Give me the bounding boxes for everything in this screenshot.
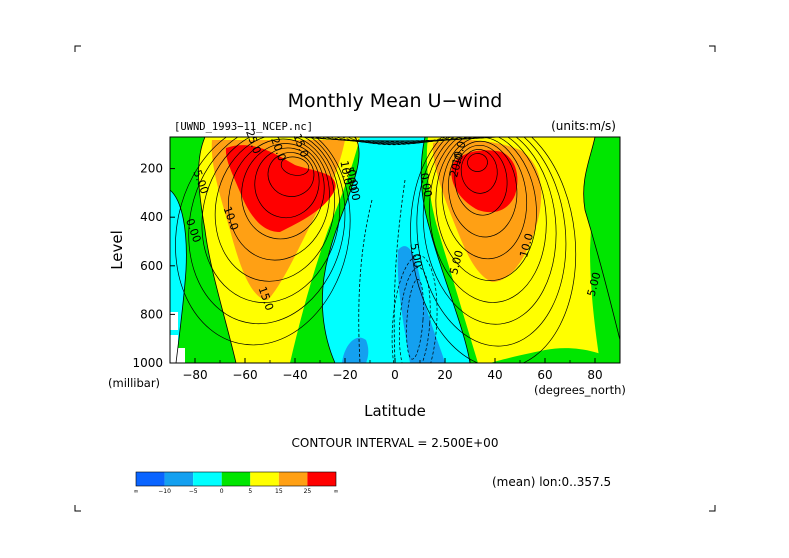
contour-label: 5.00 — [585, 271, 604, 298]
region-label: (mean) lon:0..357.5 — [492, 475, 611, 489]
x-axis-label: Latitude — [364, 402, 426, 420]
y-axis-label: Level — [108, 230, 126, 270]
stratosphere-contour-line — [335, 137, 465, 144]
nh-jet-contour-line — [435, 137, 537, 281]
contour-label: 5.00 — [447, 249, 466, 276]
nh-jet-contour-line — [410, 137, 577, 363]
nh-jet-contour-line — [429, 137, 547, 303]
units-label: (units:m/s) — [551, 119, 616, 133]
colorbar-swatch — [250, 472, 279, 486]
sh-jet-contour-line — [188, 137, 346, 325]
sh-jet-contour-line — [175, 137, 351, 346]
y-tick-label: 1000 — [132, 356, 163, 370]
zero-line-sh — [321, 137, 360, 363]
sh-jet-contour-line — [280, 156, 310, 176]
colorbar-label: 5 — [248, 488, 252, 495]
x-tick-label: −60 — [232, 368, 257, 382]
sh-jet-contour-line — [228, 138, 330, 261]
colorbar-label: ∞ — [334, 488, 339, 495]
sh-jet-contour-line — [267, 152, 315, 197]
stratosphere-contour-line — [329, 137, 471, 144]
contour-lines — [170, 137, 620, 363]
nh-jet-contour-line — [454, 144, 508, 216]
y-unit-label: (millibar) — [108, 376, 160, 390]
x-tick-label: 60 — [537, 368, 552, 382]
contour-fill-np-green — [590, 137, 620, 363]
x-unit-label: (degrees_north) — [534, 383, 626, 397]
x-tick-label: −40 — [282, 368, 307, 382]
stratosphere-contour-line — [323, 137, 477, 143]
y-tick-label: 400 — [140, 210, 163, 224]
colorbar-swatch — [307, 472, 336, 486]
colorbar-label: 25 — [304, 488, 312, 495]
contour-fill-missing-data — [170, 312, 185, 363]
stratosphere-contour-line — [353, 137, 447, 146]
colorbar-swatch — [164, 472, 194, 486]
filled-contours — [170, 137, 620, 363]
dashed-easterly-2 — [393, 179, 406, 363]
contour-label: 5.00 — [342, 166, 359, 192]
colorbar-label: ∞ — [134, 488, 139, 495]
nh-five-line — [583, 137, 620, 341]
zero-line-nh — [420, 137, 471, 363]
nh-jet-contour-line — [467, 153, 488, 172]
colorbar-swatch — [193, 472, 222, 486]
dataset-label: [UWND_1993−11_NCEP.nc] — [174, 121, 313, 133]
sh-jet-contour-line — [201, 137, 341, 303]
stratosphere-contour-line — [341, 137, 459, 145]
contour-label: 20.0 — [447, 152, 466, 179]
x-tick-label: 40 — [487, 368, 502, 382]
y-tick-label: 600 — [140, 259, 163, 273]
x-tick-label: −20 — [332, 368, 357, 382]
sh-jet-contour-line — [241, 143, 325, 240]
contour-fill-lightblue-easterlies — [397, 246, 445, 363]
easterly-contour-line — [391, 255, 438, 363]
colorbar-label: −5 — [189, 488, 198, 495]
easterly-contour-line — [398, 267, 431, 363]
colorbar-label: −10 — [158, 488, 171, 495]
colorbar-swatch — [278, 472, 308, 486]
y-axis: 200 400 600 800 1000 — [132, 162, 175, 370]
contour-label: 10.0 — [517, 232, 536, 259]
contour-label: 10.0 — [337, 160, 354, 186]
nh-jet-contour-line — [448, 140, 518, 238]
nh-jet-contour-line — [416, 137, 567, 347]
dashed-easterly — [358, 199, 373, 363]
y-tick-label: 200 — [140, 162, 163, 176]
colorbar-label: 0 — [220, 488, 224, 495]
nh-jet-contour-line — [422, 137, 557, 325]
contour-fill-sh-red — [225, 145, 336, 232]
colorbar-label: 15 — [275, 488, 283, 495]
sh-polar-line — [170, 189, 187, 363]
sh-jet-contour-line — [214, 137, 335, 282]
y-tick-label: 800 — [140, 307, 163, 321]
easterly-contour-line — [406, 279, 424, 360]
sh-jet-contour-line — [254, 147, 320, 219]
colorbar-swatch — [221, 472, 251, 486]
colorbar-frame — [135, 471, 337, 487]
colorbar: ∞ −10 −5 0 5 15 25 ∞ — [134, 471, 339, 495]
x-tick-label: 0 — [391, 368, 399, 382]
colorbar-swatch — [136, 472, 165, 486]
stratosphere-contour-line — [347, 137, 453, 145]
contour-label: 0.00 — [417, 172, 434, 198]
contour-label: 0.000 — [344, 168, 362, 201]
contour-fill-lightblue-easterlies-2 — [342, 337, 369, 363]
sh-five-line — [198, 137, 237, 363]
contour-label: 5.00 — [407, 242, 424, 268]
contour-label: 10.0 — [450, 140, 469, 167]
x-tick-label: 80 — [587, 368, 602, 382]
nh-jet-contour-line — [460, 149, 498, 194]
crop-marks — [74, 45, 716, 512]
contour-interval-label: CONTOUR INTERVAL = 2.500E+00 — [292, 436, 499, 450]
chart-title: Monthly Mean U−wind — [288, 90, 503, 112]
plot-area — [170, 137, 620, 363]
x-tick-label: 20 — [437, 368, 452, 382]
x-tick-label: −80 — [182, 368, 207, 382]
x-axis: −80 −60 −40 −20 0 20 40 60 80 — [169, 358, 621, 382]
